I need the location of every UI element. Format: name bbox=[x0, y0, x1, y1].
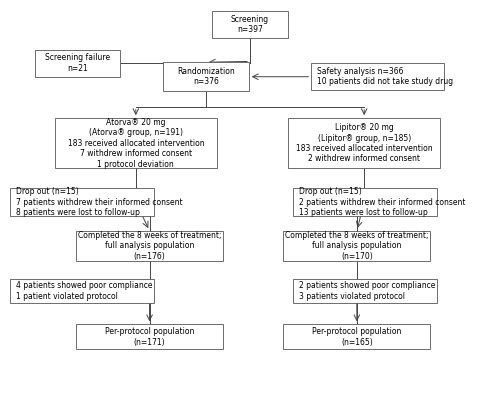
Text: Screening failure
n=21: Screening failure n=21 bbox=[45, 53, 110, 73]
FancyBboxPatch shape bbox=[34, 50, 120, 77]
Text: Drop out (n=15)
2 patients withdrew their informed consent
13 patients were lost: Drop out (n=15) 2 patients withdrew thei… bbox=[299, 187, 466, 217]
Text: Per-protocol population
(n=171): Per-protocol population (n=171) bbox=[105, 327, 194, 346]
Text: Completed the 8 weeks of treatment;
full analysis population
(n=170): Completed the 8 weeks of treatment; full… bbox=[285, 231, 428, 261]
FancyBboxPatch shape bbox=[55, 118, 216, 168]
Text: Lipitor® 20 mg
(Lipitor® group, n=185)
183 received allocated intervention
2 wit: Lipitor® 20 mg (Lipitor® group, n=185) 1… bbox=[296, 123, 432, 164]
Text: 4 patients showed poor compliance
1 patient violated protocol: 4 patients showed poor compliance 1 pati… bbox=[16, 282, 152, 301]
FancyBboxPatch shape bbox=[288, 118, 440, 168]
Text: 2 patients showed poor compliance
3 patients violated protocol: 2 patients showed poor compliance 3 pati… bbox=[299, 282, 435, 301]
Text: Safety analysis n=366
10 patients did not take study drug: Safety analysis n=366 10 patients did no… bbox=[317, 67, 454, 87]
FancyBboxPatch shape bbox=[212, 11, 288, 38]
FancyBboxPatch shape bbox=[284, 324, 430, 350]
FancyBboxPatch shape bbox=[293, 279, 438, 303]
FancyBboxPatch shape bbox=[10, 279, 154, 303]
FancyBboxPatch shape bbox=[76, 231, 223, 261]
FancyBboxPatch shape bbox=[10, 188, 154, 216]
Text: Randomization
n=376: Randomization n=376 bbox=[177, 67, 235, 87]
FancyBboxPatch shape bbox=[311, 63, 444, 90]
Text: Drop out (n=15)
7 patients withdrew their informed consent
8 patients were lost : Drop out (n=15) 7 patients withdrew thei… bbox=[16, 187, 182, 217]
FancyBboxPatch shape bbox=[293, 188, 438, 216]
FancyBboxPatch shape bbox=[163, 62, 249, 91]
FancyBboxPatch shape bbox=[76, 324, 223, 350]
FancyBboxPatch shape bbox=[284, 231, 430, 261]
Text: Completed the 8 weeks of treatment;
full analysis population
(n=176): Completed the 8 weeks of treatment; full… bbox=[78, 231, 222, 261]
Text: Screening
n=397: Screening n=397 bbox=[231, 15, 269, 34]
Text: Atorva® 20 mg
(Atorva® group, n=191)
183 received allocated intervention
7 withd: Atorva® 20 mg (Atorva® group, n=191) 183… bbox=[68, 118, 204, 169]
Text: Per-protocol population
(n=165): Per-protocol population (n=165) bbox=[312, 327, 402, 346]
